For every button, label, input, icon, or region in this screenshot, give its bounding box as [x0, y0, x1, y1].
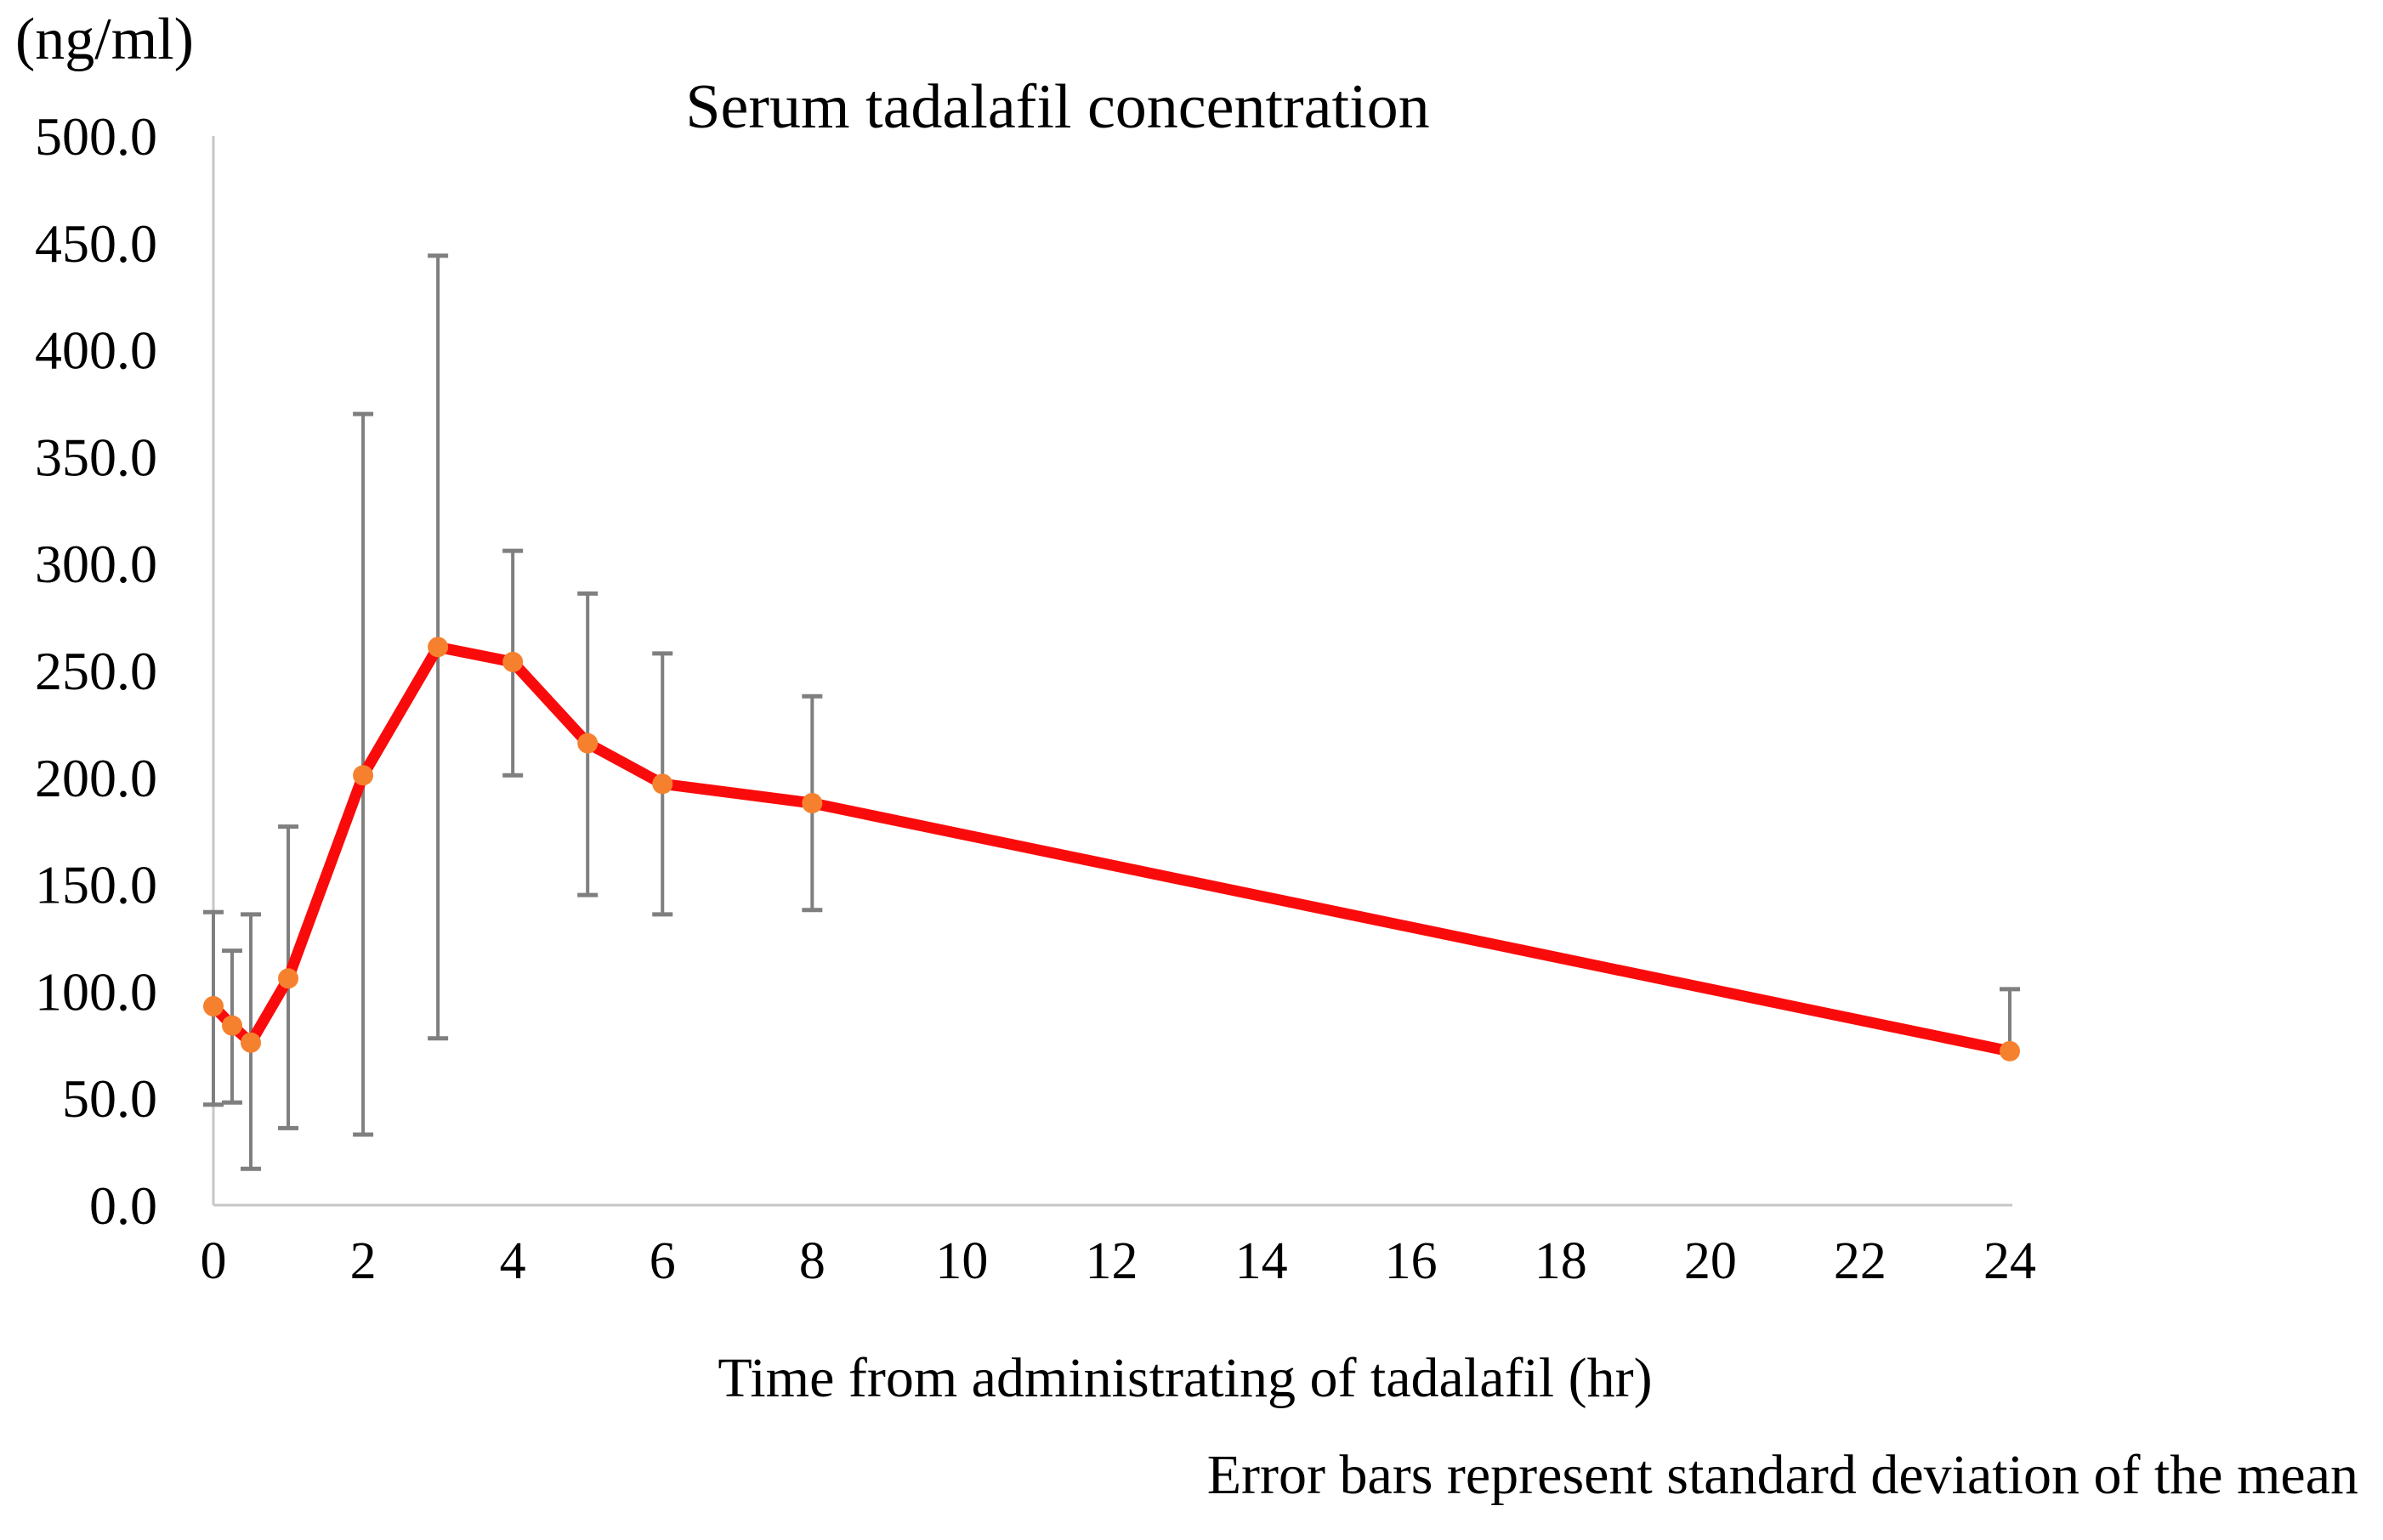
y-tick-label: 150.0	[35, 855, 157, 915]
x-tick-label: 4	[500, 1232, 526, 1290]
y-tick-label: 200.0	[35, 748, 157, 808]
y-axis-unit-label: (ng/ml)	[15, 7, 194, 72]
chart-title: Serum tadalafil concentration	[685, 72, 1430, 142]
data-point-marker	[428, 637, 449, 658]
x-tick-label: 2	[350, 1232, 377, 1290]
x-axis-title: Time from administrating of tadalafil (h…	[718, 1347, 1653, 1409]
x-tick-label: 6	[650, 1232, 676, 1290]
y-tick-label: 350.0	[35, 427, 157, 487]
x-tick-label: 16	[1385, 1232, 1438, 1290]
x-tick-label: 14	[1235, 1232, 1288, 1290]
y-tick-label: 300.0	[35, 534, 157, 594]
data-point-marker	[278, 968, 299, 989]
data-point-marker	[652, 773, 673, 795]
data-point-marker	[241, 1032, 262, 1053]
data-point-marker	[802, 792, 823, 813]
y-tick-label: 0.0	[89, 1175, 157, 1236]
x-tick-label: 10	[935, 1232, 988, 1290]
y-tick-label: 500.0	[35, 106, 157, 167]
y-tick-label: 50.0	[62, 1068, 157, 1129]
data-point-marker	[2000, 1040, 2020, 1062]
data-point-marker	[353, 765, 374, 786]
x-tick-label: 18	[1535, 1232, 1587, 1290]
data-point-marker	[222, 1015, 243, 1036]
y-tick-label: 250.0	[35, 641, 157, 701]
x-tick-label: 8	[799, 1232, 826, 1290]
y-tick-label: 400.0	[35, 320, 157, 381]
x-tick-label: 12	[1086, 1232, 1138, 1290]
x-tick-label: 20	[1684, 1232, 1737, 1290]
series-line	[207, 641, 2016, 1057]
x-tick-label: 22	[1834, 1232, 1887, 1290]
y-tick-label: 100.0	[35, 961, 157, 1022]
x-tick-label: 24	[1983, 1232, 2036, 1290]
y-tick-label: 450.0	[35, 213, 157, 274]
x-tick-label: 0	[201, 1232, 227, 1290]
error-bar-caption: Error bars represent standard deviation …	[1206, 1444, 2358, 1506]
data-point-marker	[203, 996, 224, 1017]
data-point-marker	[577, 733, 599, 754]
data-point-marker	[502, 651, 524, 672]
